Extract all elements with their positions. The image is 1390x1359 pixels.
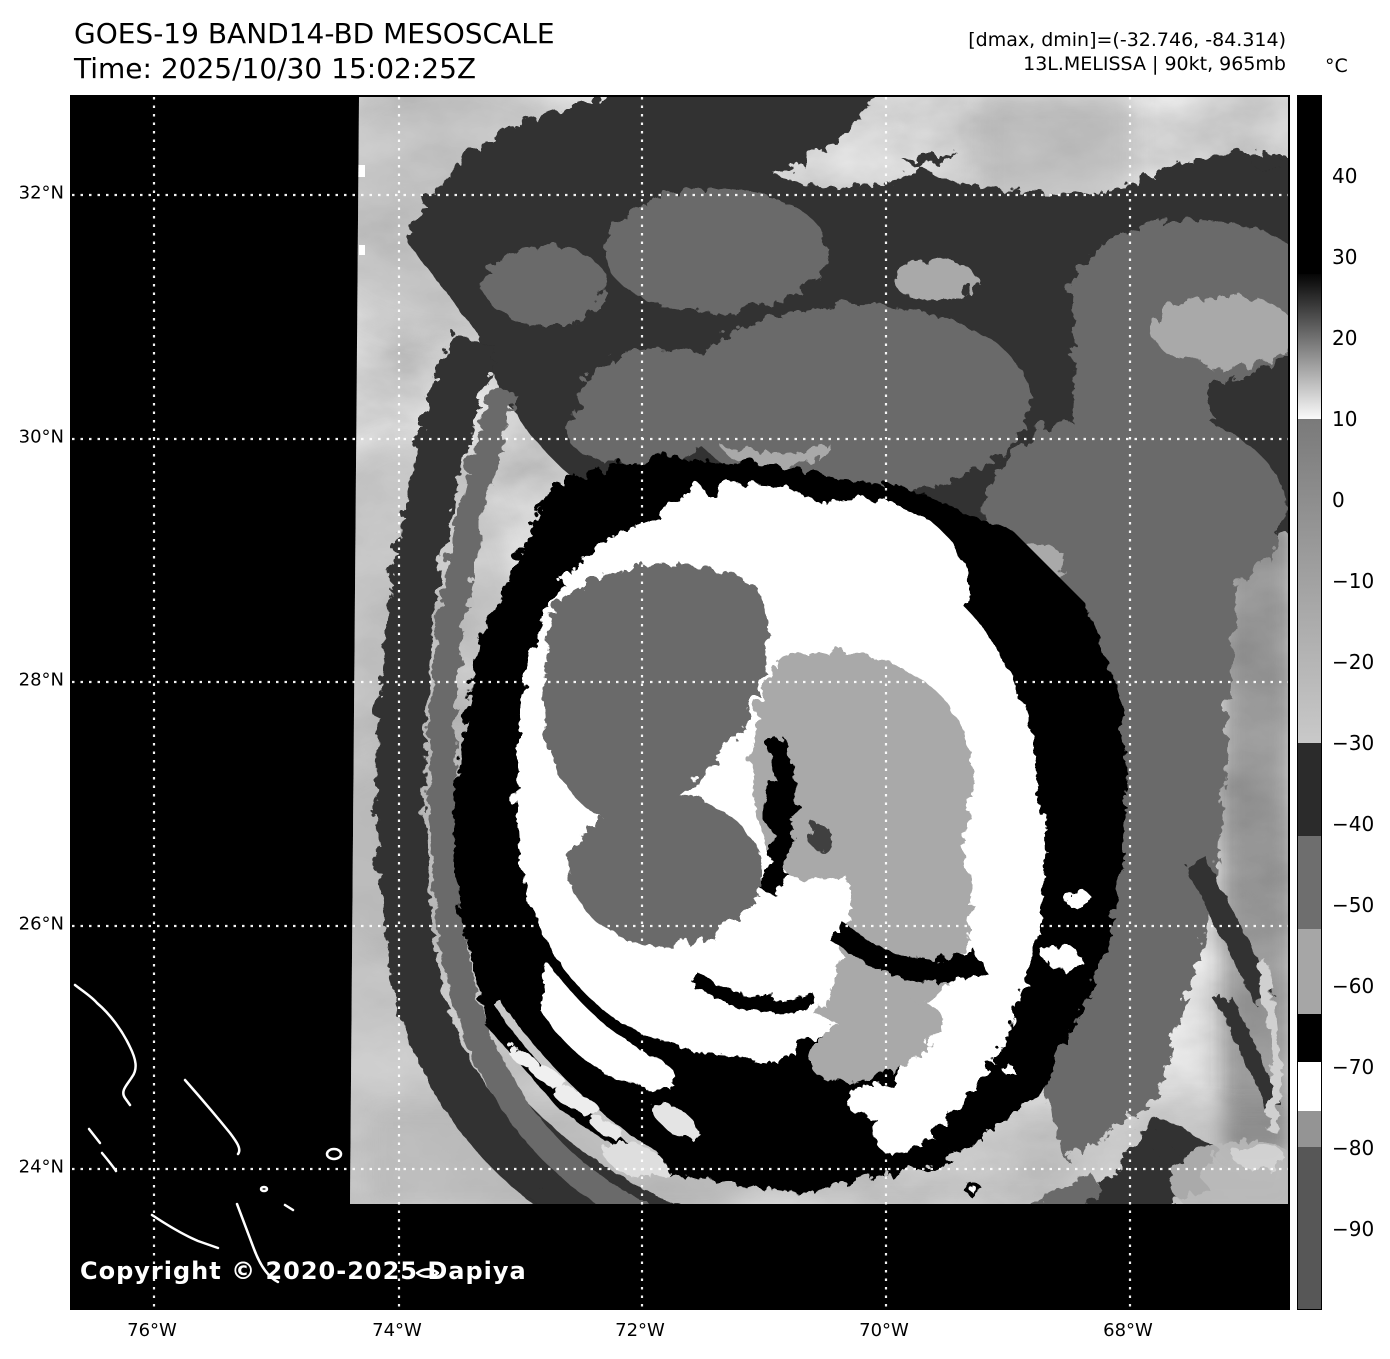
colorbar-tick-label: 0 — [1332, 488, 1345, 512]
lat-axis-label: 32°N — [18, 182, 64, 204]
coastlines — [73, 983, 440, 1284]
colorbar-segment — [1298, 1013, 1321, 1063]
lon-axis-label: 76°W — [127, 1320, 177, 1341]
timestamp: Time: 2025/10/30 15:02:25Z — [74, 52, 477, 85]
lat-axis-label: 30°N — [18, 426, 64, 448]
colorbar-segment — [1298, 1110, 1321, 1148]
lon-axis-label: 72°W — [615, 1320, 665, 1341]
colorbar-segment — [1298, 742, 1321, 836]
colorbar-tick-label: −60 — [1332, 974, 1375, 998]
colorbar-segment — [1298, 419, 1321, 743]
colorbar-tick-label: −20 — [1332, 650, 1375, 674]
satellite-imagery-svg — [72, 97, 1288, 1308]
colorbar-tick-label: −50 — [1332, 893, 1375, 917]
colorbar-tick-label: −80 — [1332, 1136, 1375, 1160]
satellite-map-plot: Copyright © 2020-2025 Dapiya — [70, 95, 1290, 1310]
colorbar-tick-label: 30 — [1332, 245, 1358, 269]
colorbar-tick-label: −90 — [1332, 1217, 1375, 1241]
colorbar-unit-label: °C — [1325, 55, 1348, 77]
colorbar-tick-label: 10 — [1332, 407, 1358, 431]
satellite-cloud-art — [372, 97, 1288, 1204]
colorbar-segment — [1298, 96, 1321, 274]
lon-axis-label: 68°W — [1103, 1320, 1153, 1341]
colorbar-tick-label: −30 — [1332, 731, 1375, 755]
lon-axis-label: 70°W — [859, 1320, 909, 1341]
graticule — [72, 97, 1288, 1308]
colorbar — [1297, 95, 1322, 1310]
lon-axis-label: 74°W — [372, 1320, 422, 1341]
colorbar-segment — [1298, 928, 1321, 1014]
colorbar-tick-label: 40 — [1332, 164, 1358, 188]
colorbar-tick-label: 20 — [1332, 326, 1358, 350]
dmax-dmin-readout: [dmax, dmin]=(-32.746, -84.314) — [968, 29, 1286, 51]
storm-info: 13L.MELISSA | 90kt, 965mb — [1023, 53, 1286, 75]
header-right-block: [dmax, dmin]=(-32.746, -84.314) 13L.MELI… — [968, 28, 1286, 76]
lat-axis-label: 28°N — [18, 669, 64, 691]
colorbar-segment — [1298, 1062, 1321, 1111]
copyright-text: Copyright © 2020-2025 Dapiya — [80, 1257, 527, 1285]
mesoscale-data-region — [350, 97, 1288, 1204]
header-title-block: GOES-19 BAND14-BD MESOSCALE Time: 2025/1… — [74, 16, 555, 86]
colorbar-segment — [1298, 273, 1321, 420]
product-title: GOES-19 BAND14-BD MESOSCALE — [74, 17, 555, 50]
lat-axis-label: 24°N — [18, 1156, 64, 1178]
colorbar-tick-label: −10 — [1332, 569, 1375, 593]
colorbar-segment — [1298, 835, 1321, 929]
lat-axis-label: 26°N — [18, 913, 64, 935]
colorbar-tick-label: −40 — [1332, 812, 1375, 836]
colorbar-tick-label: −70 — [1332, 1055, 1375, 1079]
colorbar-segment — [1298, 1147, 1321, 1309]
